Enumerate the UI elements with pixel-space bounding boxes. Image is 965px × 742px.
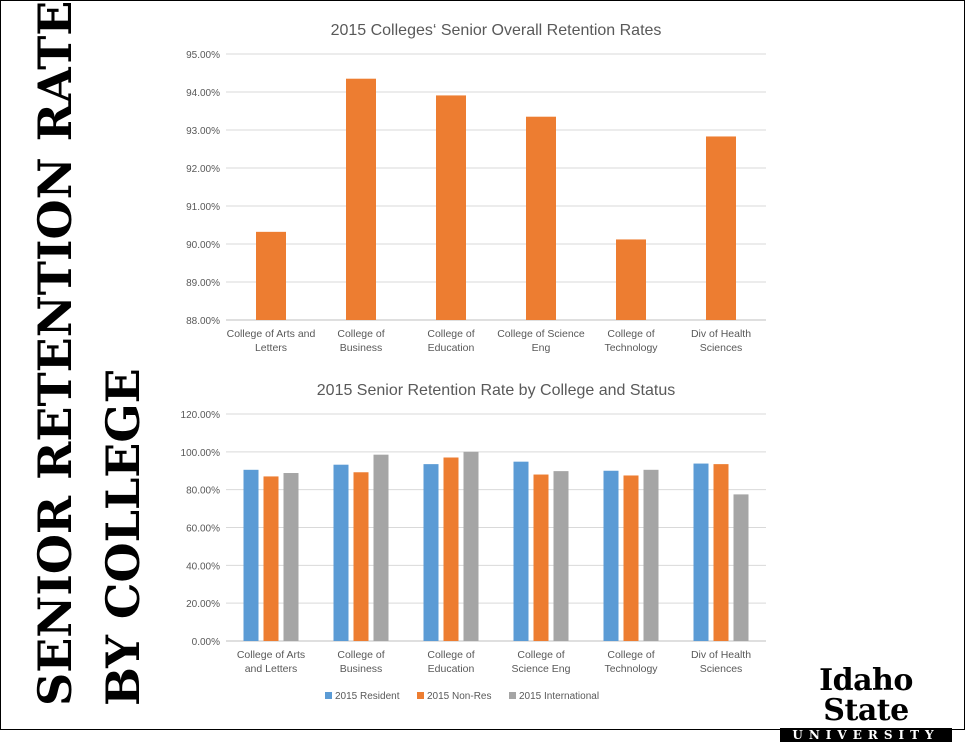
y-tick-label: 100.00% xyxy=(181,448,221,459)
x-tick-label: Business xyxy=(340,663,383,675)
x-tick-label: Business xyxy=(340,342,383,354)
x-tick-label: Technology xyxy=(604,342,658,354)
x-tick-label: College of Arts and xyxy=(227,328,316,340)
bar xyxy=(713,464,729,641)
overall-retention-chart: 2015 Colleges‘ Senior Overall Retention … xyxy=(186,22,766,354)
y-tick-label: 93.00% xyxy=(186,126,220,137)
x-tick-label: College of xyxy=(607,328,654,340)
x-tick-label: College of xyxy=(607,649,654,661)
y-tick-label: 120.00% xyxy=(181,410,221,421)
bar xyxy=(603,470,619,641)
bar xyxy=(623,475,639,641)
x-tick-label: College of Arts xyxy=(237,649,305,661)
chart-title: 2015 Senior Retention Rate by College an… xyxy=(317,382,675,399)
x-tick-label: Education xyxy=(428,663,475,675)
x-tick-label: College of xyxy=(517,649,564,661)
x-tick-label: Sciences xyxy=(700,663,743,675)
x-tick-label: Sciences xyxy=(700,342,743,354)
legend-label: 2015 Resident xyxy=(335,691,400,702)
bar xyxy=(436,95,466,320)
x-tick-label: College of xyxy=(427,649,474,661)
bar xyxy=(263,476,279,641)
bar xyxy=(513,461,529,641)
y-tick-label: 80.00% xyxy=(186,486,220,497)
x-tick-label: Div of Health xyxy=(691,328,751,340)
y-tick-label: 0.00% xyxy=(192,637,220,648)
bar xyxy=(283,473,299,641)
y-tick-label: 40.00% xyxy=(186,561,220,572)
logo-subtitle: UNIVERSITY xyxy=(780,728,952,742)
legend-label: 2015 International xyxy=(519,691,599,702)
y-tick-label: 94.00% xyxy=(186,88,220,99)
x-tick-label: Letters xyxy=(255,342,287,354)
bar xyxy=(353,472,369,641)
x-tick-label: Div of Health xyxy=(691,649,751,661)
y-tick-label: 92.00% xyxy=(186,164,220,175)
bar xyxy=(533,474,549,641)
y-tick-label: 89.00% xyxy=(186,278,220,289)
x-tick-label: College of Science xyxy=(497,328,585,340)
x-tick-label: College of xyxy=(427,328,474,340)
isu-logo: Idaho State UNIVERSITY xyxy=(776,666,956,742)
bar xyxy=(443,457,459,641)
x-tick-label: Eng xyxy=(532,342,551,354)
x-tick-label: Technology xyxy=(604,663,658,675)
y-tick-label: 88.00% xyxy=(186,316,220,327)
logo-wordmark: Idaho State xyxy=(819,663,913,728)
chart-title: 2015 Colleges‘ Senior Overall Retention … xyxy=(331,22,662,39)
bar xyxy=(616,239,646,320)
bar xyxy=(243,469,259,641)
x-tick-label: and Letters xyxy=(245,663,298,675)
bar xyxy=(553,471,569,641)
bar xyxy=(693,463,709,641)
bar xyxy=(346,78,376,320)
y-tick-label: 95.00% xyxy=(186,50,220,61)
bar xyxy=(256,231,286,320)
y-tick-label: 90.00% xyxy=(186,240,220,251)
legend-label: 2015 Non-Res xyxy=(427,691,491,702)
bar xyxy=(706,136,736,320)
bar xyxy=(463,451,479,641)
bar xyxy=(333,464,349,641)
bar xyxy=(423,464,439,641)
x-tick-label: Education xyxy=(428,342,475,354)
legend-swatch xyxy=(417,692,424,699)
y-tick-label: 60.00% xyxy=(186,524,220,535)
y-tick-label: 20.00% xyxy=(186,599,220,610)
x-tick-label: Science Eng xyxy=(512,663,571,675)
x-tick-label: College of xyxy=(337,649,384,661)
bar xyxy=(643,469,659,641)
x-tick-label: College of xyxy=(337,328,384,340)
bar xyxy=(526,116,556,320)
legend-swatch xyxy=(509,692,516,699)
legend-swatch xyxy=(325,692,332,699)
bar xyxy=(373,454,389,641)
bar xyxy=(733,494,749,641)
y-tick-label: 91.00% xyxy=(186,202,220,213)
